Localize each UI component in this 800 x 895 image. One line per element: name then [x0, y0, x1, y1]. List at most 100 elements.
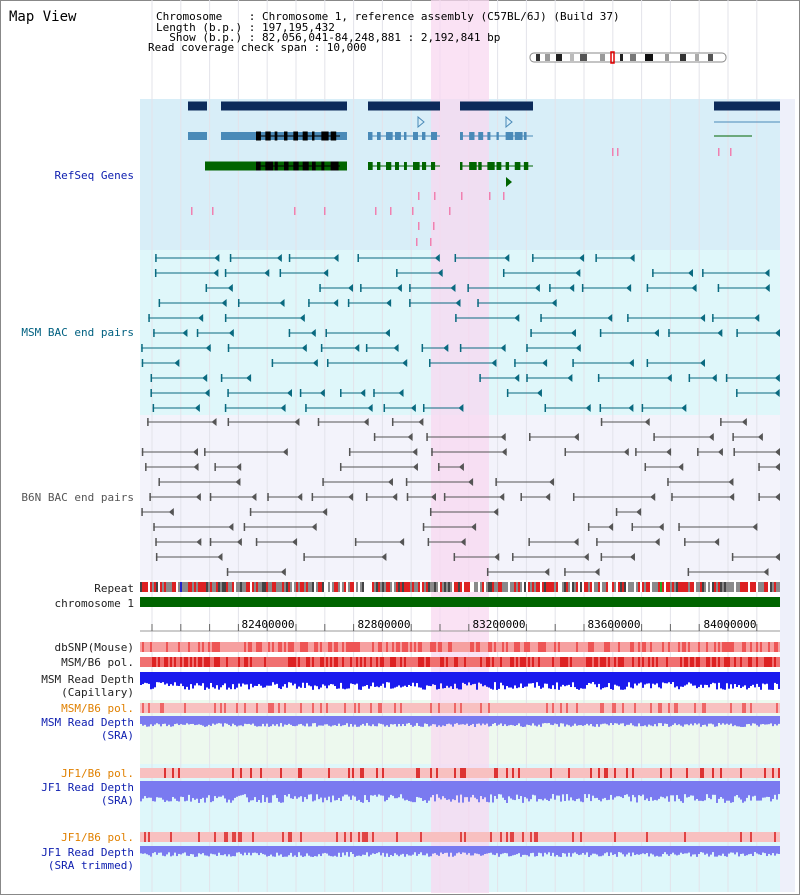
- msm-pol-track-1-cell: [512, 657, 514, 667]
- jf1-depth-trimmed-bar: [322, 846, 324, 854]
- track-label-b6n-bac[interactable]: B6N BAC end pairs: [21, 491, 134, 504]
- axis-tick-label: 84000000: [704, 618, 757, 631]
- msm-depth-capillary-bar: [344, 672, 346, 690]
- jf1-depth-sra-bar: [456, 781, 458, 796]
- jf1-depth-trimmed-bar: [586, 846, 588, 853]
- jf1-depth-trimmed-bar: [378, 846, 380, 853]
- gene-tick: [390, 207, 392, 215]
- msm-depth-sra-bar: [284, 716, 286, 725]
- msm-depth-capillary-bar: [520, 672, 522, 684]
- jf1-depth-sra-bar: [268, 781, 270, 803]
- repeat-segment: [584, 582, 586, 592]
- msm-bac-pairs-end: [196, 329, 199, 337]
- msm-depth-capillary-bar: [380, 672, 382, 686]
- track-label-dbsnp: dbSNP(Mouse): [54, 641, 134, 654]
- jf1-depth-trimmed-bar: [336, 846, 338, 857]
- repeat-segment: [266, 582, 268, 592]
- msm-depth-sra-bar: [582, 716, 584, 726]
- msm-depth-sra-bar: [512, 716, 514, 726]
- gene-exons-exon: [404, 132, 407, 140]
- gene-exons-exon: [523, 162, 529, 170]
- refseq-genes: [188, 101, 780, 246]
- msm-depth-sra-bar: [306, 716, 308, 724]
- msm-pol-track-1-cell: [614, 657, 616, 667]
- msm-pol-track-2-cell: [142, 703, 144, 713]
- msm-pol-track-1-cell: [298, 657, 300, 667]
- jf1-depth-sra-bar: [280, 781, 282, 803]
- jf1-pol-track-1-cell: [360, 768, 362, 778]
- b6n-bac-pairs-end: [733, 448, 735, 456]
- msm-bac-pairs-end: [628, 404, 634, 412]
- msm-bac-pairs-end: [725, 374, 728, 382]
- msm-depth-sra-bar: [612, 716, 614, 725]
- jf1-depth-trimmed-bar: [588, 846, 590, 857]
- jf1-depth-sra-bar: [640, 781, 642, 797]
- msm-bac-pairs-end: [567, 374, 573, 382]
- jf1-depth-sra-bar: [172, 781, 174, 797]
- msm-depth-sra-bar: [458, 716, 460, 725]
- jf1-depth-trimmed-bar: [154, 846, 156, 853]
- msm-depth-capillary-bar: [264, 672, 266, 688]
- msm-depth-sra-bar: [396, 716, 398, 727]
- msm-depth-capillary-bar: [426, 672, 428, 686]
- msm-depth-sra-bar: [494, 716, 496, 724]
- repeat-segment: [330, 582, 332, 592]
- b6n-bac-pairs-end: [486, 568, 489, 576]
- jf1-depth-trimmed-bar: [334, 846, 336, 856]
- jf1-pol-track-2-cell: [580, 832, 582, 842]
- track-label-refseq[interactable]: RefSeq Genes: [54, 169, 134, 182]
- msm-depth-sra-bar: [674, 716, 676, 724]
- msm-pol-track-1-cell: [480, 657, 482, 667]
- jf1-depth-sra-bar: [246, 781, 248, 798]
- jf1-depth-sra-bar: [208, 781, 210, 796]
- b6n-bac-pairs-end: [381, 553, 387, 561]
- b6n-bac-pairs-end: [387, 478, 393, 486]
- msm-depth-sra-bar: [160, 716, 162, 727]
- msm-depth-sra-bar: [606, 716, 608, 725]
- repeat-segment: [292, 582, 294, 592]
- jf1-depth-trimmed-bar: [638, 846, 640, 855]
- jf1-depth-sra-bar: [436, 781, 438, 795]
- gene-tick: [434, 192, 436, 200]
- msm-bac-pairs-end: [386, 299, 392, 307]
- msm-depth-capillary-bar: [252, 672, 254, 688]
- msm-depth-sra-bar: [586, 716, 588, 724]
- msm-pol-track-1-cell: [158, 657, 160, 667]
- repeat-segment: [312, 582, 314, 592]
- dbsnp-track-cell: [290, 642, 292, 652]
- msm-bac-pairs-end: [579, 254, 585, 262]
- msm-depth-capillary-bar: [670, 672, 672, 684]
- jf1-depth-sra-bar: [476, 781, 478, 800]
- repeat-segment: [176, 582, 178, 592]
- dbsnp-track-cell: [350, 642, 352, 652]
- msm-depth-sra-bar: [534, 716, 536, 726]
- msm-depth-sra-bar: [426, 716, 428, 724]
- gene-exons-exon: [368, 162, 373, 170]
- msm-depth-capillary-bar: [318, 672, 320, 690]
- gene-exons-exon: [460, 132, 463, 140]
- msm-depth-capillary-bar: [446, 672, 448, 686]
- ideogram-position-marker: [610, 51, 615, 64]
- jf1-depth-sra-bar: [382, 781, 384, 796]
- jf1-depth-trimmed-bar: [374, 846, 376, 855]
- dbsnp-track-cell: [538, 642, 540, 652]
- msm-depth-sra-bar: [592, 716, 594, 727]
- msm-depth-capillary-bar: [294, 672, 296, 684]
- msm-depth-capillary-bar: [408, 672, 410, 685]
- dbsnp-track-cell: [244, 642, 246, 652]
- repeat-segment: [208, 582, 210, 592]
- repeat-segment: [204, 582, 206, 592]
- jf1-depth-sra-bar: [418, 781, 420, 798]
- repeat-segment: [672, 582, 674, 592]
- msm-depth-capillary-bar: [750, 672, 752, 687]
- msm-depth-sra-bar: [158, 716, 160, 725]
- msm-pol-track-1-cell: [426, 657, 428, 667]
- msm-depth-capillary-bar: [146, 672, 148, 684]
- msm-depth-sra-bar: [500, 716, 502, 724]
- jf1-pol-track-2-cell: [522, 832, 524, 842]
- repeat-segment: [382, 582, 384, 592]
- jf1-depth-trimmed-bar: [328, 846, 330, 856]
- ideogram-band: [680, 54, 686, 61]
- track-label-msm-bac[interactable]: MSM BAC end pairs: [21, 326, 134, 339]
